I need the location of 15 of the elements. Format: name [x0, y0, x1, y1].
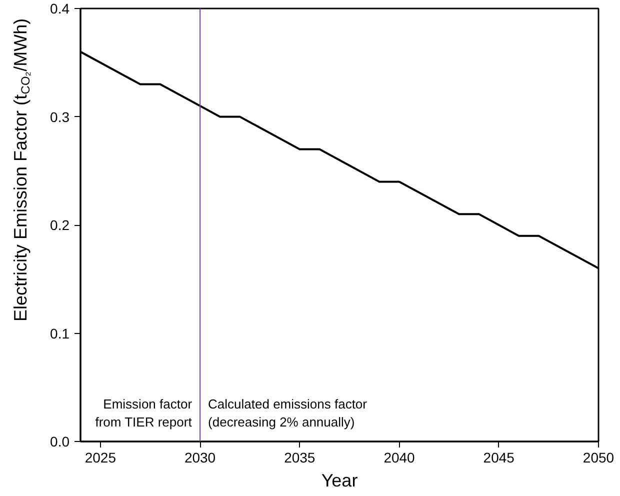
x-tick-label: 2030: [184, 450, 216, 466]
y-tick-label: 0.1: [50, 325, 70, 342]
y-tick-label: 0.2: [50, 217, 70, 233]
x-tick-label: 2040: [384, 450, 416, 466]
x-tick-label: 2050: [582, 450, 614, 466]
y-axis-title: Electricity Emission Factor (tCO₂/MWh): [10, 18, 32, 322]
x-tick-label: 2025: [84, 450, 116, 466]
x-tick-label: 2035: [284, 450, 316, 466]
y-tick-label: 0.3: [50, 108, 70, 125]
annotation: Calculated emissions factor (decreasing 2% annually): [208, 396, 368, 430]
y-tick-label: 0.0: [50, 434, 70, 450]
annotation: Emission factor from TIER report: [95, 396, 193, 430]
x-tick-label: 2045: [483, 450, 515, 466]
y-tick-label: 0.4: [50, 0, 70, 16]
x-axis-title: Year: [321, 470, 358, 490]
